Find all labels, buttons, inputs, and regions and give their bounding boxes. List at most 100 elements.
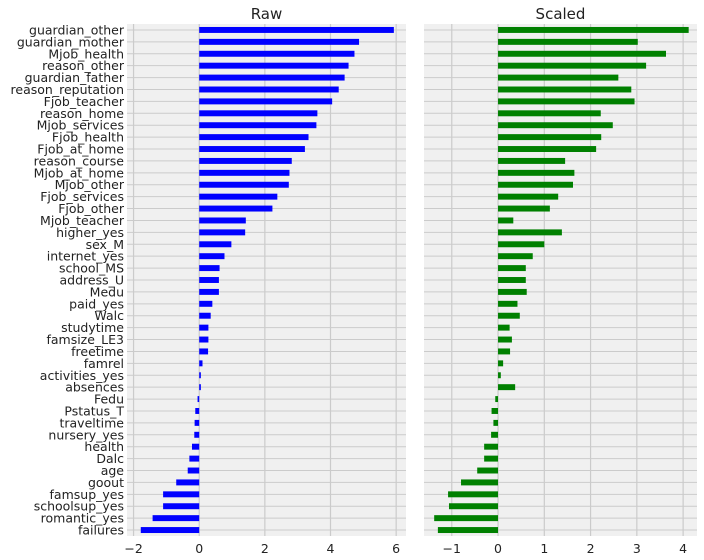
raw-bar-failures: [140, 527, 200, 534]
category-label: Medu: [90, 284, 124, 299]
category-label: traveltime: [59, 415, 124, 430]
scaled-bar-reason-other: [498, 62, 647, 69]
raw-bar-pstatus-t: [195, 408, 200, 414]
raw-x-tick-label: 4: [327, 541, 335, 556]
raw-bar-paid-yes: [199, 300, 213, 307]
scaled-bar-goout: [461, 479, 499, 486]
raw-x-tick-label: 0: [195, 541, 203, 556]
raw-bar-fjob-services: [199, 193, 278, 200]
category-label: Dalc: [96, 451, 124, 466]
category-label: famrel: [84, 356, 124, 371]
category-label: goout: [88, 475, 124, 490]
raw-bar-walc: [199, 312, 211, 319]
raw-bar-mjob-other: [199, 181, 289, 188]
scaled-bars: [434, 26, 689, 534]
raw-bar-mjob-teacher: [199, 217, 246, 224]
raw-bar-dalc: [189, 455, 200, 462]
raw-bar-romantic-yes: [152, 515, 200, 522]
raw-bar-goout: [176, 479, 200, 486]
scaled-bar-address-u: [498, 277, 526, 283]
scaled-bar-medu: [498, 288, 527, 295]
scaled-bar-romantic-yes: [434, 515, 499, 522]
category-label: Mjob_health: [48, 46, 124, 61]
raw-category-labels: guardian_otherguardian_motherMjob_health…: [11, 22, 125, 537]
category-label: reason_course: [34, 153, 125, 168]
category-label: paid_yes: [69, 296, 124, 311]
raw-bar-famsize-le3: [199, 336, 209, 343]
category-label: higher_yes: [56, 225, 124, 240]
category-label: address_U: [59, 273, 124, 288]
raw-bar-reason-reputation: [199, 86, 339, 93]
raw-bar-absences: [199, 384, 201, 391]
scaled-bar-guardian-other: [498, 26, 689, 33]
scaled-x-tick-label: 2: [587, 541, 595, 556]
scaled-bar-pstatus-t: [491, 408, 499, 414]
category-label: reason_home: [40, 106, 124, 121]
scaled-bar-fjob-services: [498, 193, 559, 200]
raw-bar-activities-yes: [199, 372, 201, 379]
category-label: school_MS: [59, 261, 124, 276]
scaled-bar-school-ms: [498, 265, 526, 272]
scaled-bar-mjob-at-home: [498, 169, 575, 176]
scaled-bar-reason-home: [498, 110, 601, 117]
raw-bar-mjob-health: [199, 50, 355, 57]
raw-bar-mjob-services: [199, 122, 317, 129]
category-label: sex_M: [86, 237, 124, 252]
raw-x-tick-label: −2: [124, 541, 142, 556]
category-label: failures: [78, 523, 124, 538]
raw-title: Raw: [251, 5, 283, 23]
category-label: famsize_LE3: [46, 332, 124, 347]
category-label: guardian_other: [29, 22, 125, 37]
scaled-title: Scaled: [536, 5, 586, 23]
scaled-bar-schoolsup-yes: [448, 503, 499, 510]
raw-bar-health: [191, 443, 200, 450]
category-label: activities_yes: [40, 368, 124, 383]
scaled-x-tick-labels: −1 0 1 2 3 4: [443, 541, 688, 556]
raw-bar-freetime: [199, 348, 209, 355]
category-label: absences: [65, 380, 124, 395]
raw-bar-mjob-at-home: [199, 169, 290, 176]
raw-x-tick-label: 2: [261, 541, 269, 556]
scaled-bar-fjob-teacher: [498, 98, 635, 105]
scaled-bar-reason-reputation: [498, 86, 632, 93]
raw-bar-sex-m: [199, 241, 232, 248]
category-label: Mjob_at_home: [34, 165, 125, 180]
category-label: schoolsup_yes: [34, 499, 124, 514]
raw-bar-reason-home: [199, 110, 318, 117]
raw-bar-schoolsup-yes: [163, 503, 200, 510]
category-label: health: [84, 439, 124, 454]
raw-bar-internet-yes: [199, 253, 225, 260]
category-label: romantic_yes: [41, 511, 124, 526]
scaled-bar-freetime: [498, 348, 511, 355]
scaled-bar-famsup-yes: [448, 491, 499, 498]
category-label: guardian_father: [25, 70, 125, 85]
scaled-bar-fjob-other: [498, 205, 550, 212]
scaled-x-tick-label: 1: [540, 541, 548, 556]
raw-x-tick-label: 6: [392, 541, 400, 556]
category-label: Walc: [94, 308, 124, 323]
scaled-bar-fjob-at-home: [498, 146, 597, 152]
raw-bar-fjob-at-home: [199, 146, 305, 152]
scaled-bar-traveltime: [493, 419, 499, 426]
scaled-bar-fedu: [495, 396, 499, 403]
scaled-bar-failures: [437, 527, 499, 534]
raw-bar-nursery-yes: [194, 431, 200, 438]
scaled-bar-famsize-le3: [498, 336, 512, 343]
scaled-x-tick-label: 3: [633, 541, 641, 556]
raw-bar-address-u: [199, 277, 219, 283]
raw-bar-fjob-teacher: [199, 98, 333, 105]
raw-bar-fjob-other: [199, 205, 273, 212]
category-label: nursery_yes: [48, 427, 124, 442]
raw-bar-famsup-yes: [163, 491, 200, 498]
scaled-bar-activities-yes: [498, 372, 501, 379]
raw-bar-studytime: [199, 324, 209, 331]
raw-bar-traveltime: [194, 419, 200, 426]
raw-bar-medu: [199, 288, 219, 295]
scaled-bar-health: [484, 443, 499, 450]
category-label: Fedu: [94, 392, 124, 407]
raw-bar-reason-other: [199, 62, 349, 69]
scaled-bar-mjob-services: [498, 122, 613, 129]
category-label: studytime: [61, 320, 124, 335]
category-label: Mjob_teacher: [40, 213, 125, 228]
